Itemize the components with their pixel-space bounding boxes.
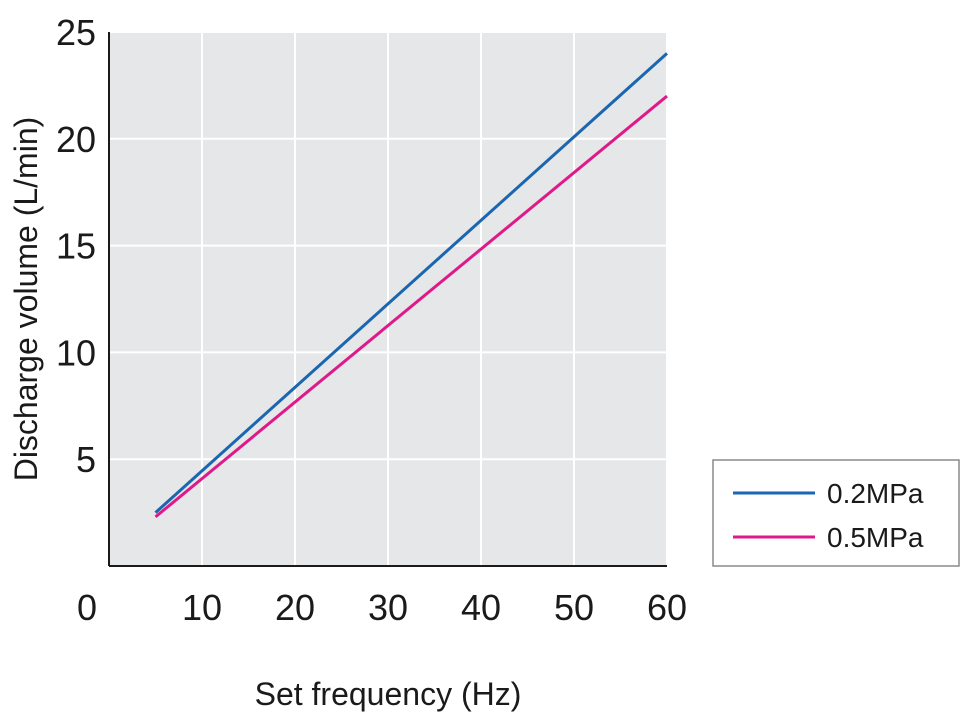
x-tick-label-30: 30 bbox=[368, 587, 408, 628]
x-tick-label-10: 10 bbox=[182, 587, 222, 628]
x-tick-labels: 0 10 20 30 40 50 60 bbox=[77, 587, 687, 628]
x-tick-label-20: 20 bbox=[275, 587, 315, 628]
legend-label-0-2mpa: 0.2MPa bbox=[827, 478, 924, 509]
y-tick-label-25: 25 bbox=[56, 12, 96, 53]
series-lines bbox=[154, 52, 669, 519]
y-tick-label-15: 15 bbox=[56, 226, 96, 267]
legend-label-0-5mpa: 0.5MPa bbox=[827, 522, 924, 553]
x-tick-label-0: 0 bbox=[77, 587, 97, 628]
x-tick-label-60: 60 bbox=[647, 587, 687, 628]
x-tick-label-50: 50 bbox=[554, 587, 594, 628]
y-tick-label-20: 20 bbox=[56, 119, 96, 160]
series-line-0-2mpa bbox=[154, 52, 669, 514]
y-axis-title: Discharge volume (L/min) bbox=[8, 117, 44, 482]
legend: 0.2MPa 0.5MPa bbox=[712, 459, 960, 567]
y-tick-label-10: 10 bbox=[56, 332, 96, 373]
y-tick-labels: 5 10 15 20 25 bbox=[56, 12, 96, 480]
legend-box bbox=[712, 459, 960, 567]
x-axis-title: Set frequency (Hz) bbox=[255, 676, 522, 712]
y-tick-label-5: 5 bbox=[76, 439, 96, 480]
x-tick-label-40: 40 bbox=[461, 587, 501, 628]
series-line-0-5mpa bbox=[154, 94, 668, 519]
